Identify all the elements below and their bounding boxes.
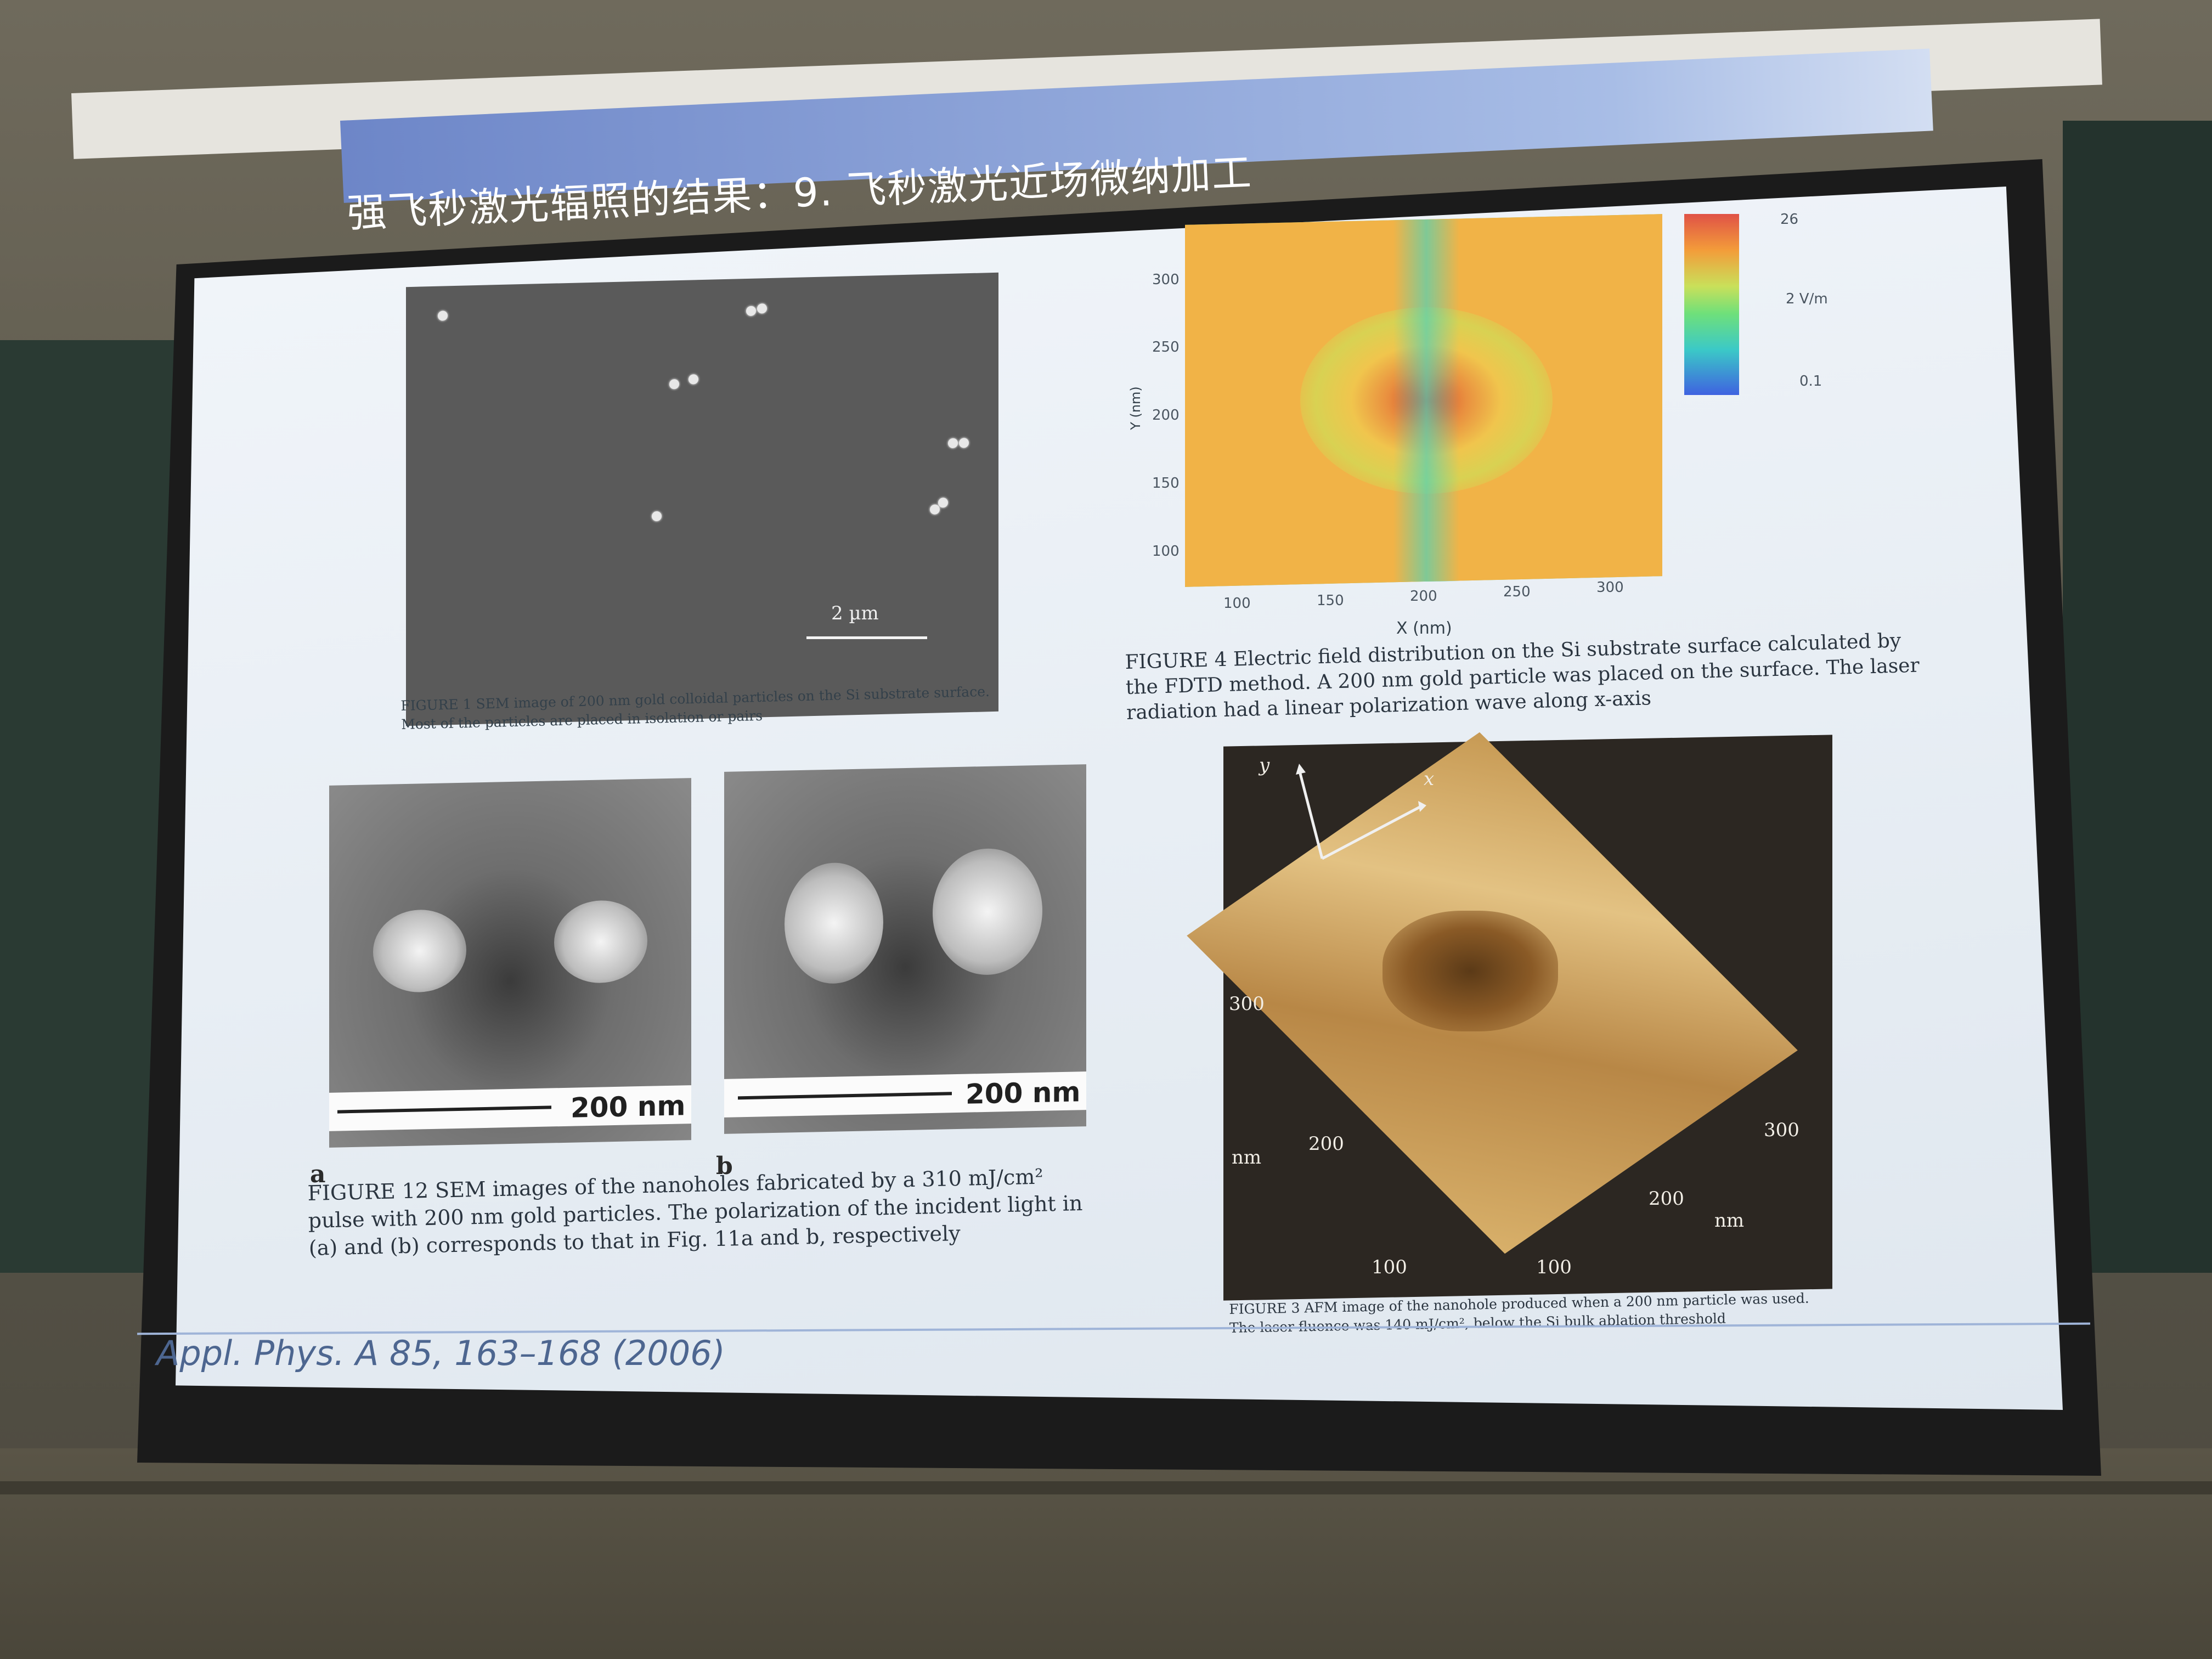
particle xyxy=(438,311,448,321)
board-ledge xyxy=(0,1448,2212,1659)
y-tick: 300 xyxy=(1152,272,1180,288)
figure12b-sem-image: 200 nm xyxy=(724,764,1086,1134)
x-tick: 250 xyxy=(1503,584,1531,600)
bright-lobe xyxy=(373,909,466,994)
colorbar-mid-label: 2 V/m xyxy=(1786,291,1828,307)
y-tick: 100 xyxy=(1152,543,1180,560)
ledge-edge xyxy=(0,1481,2212,1494)
afm-label: 300 xyxy=(1764,1119,1799,1141)
afm-label: 300 xyxy=(1229,993,1265,1015)
figure1-scale-bar xyxy=(806,636,927,639)
particle xyxy=(757,303,767,314)
y-tick: 150 xyxy=(1152,475,1180,492)
afm-nanohole xyxy=(1383,911,1558,1031)
y-tick: 200 xyxy=(1152,407,1180,424)
colorbar-min-label: 0.1 xyxy=(1799,373,1822,390)
particle xyxy=(959,438,969,448)
particle xyxy=(746,306,756,317)
afm-label: 200 xyxy=(1308,1133,1344,1155)
y-tick: 250 xyxy=(1152,339,1180,356)
x-tick: 150 xyxy=(1317,592,1344,609)
x-tick: 200 xyxy=(1410,588,1437,605)
particle xyxy=(652,511,662,522)
afm-label: nm xyxy=(1232,1147,1262,1169)
colorbar xyxy=(1684,214,1739,395)
afm-label: nm xyxy=(1714,1210,1745,1232)
particle xyxy=(669,379,679,390)
x-tick: 300 xyxy=(1596,579,1624,596)
figure1-sem-image xyxy=(406,272,998,726)
figure12-label-a: a xyxy=(310,1160,326,1188)
x-axis-title: X (nm) xyxy=(1396,619,1452,638)
axis-arrows-icon xyxy=(1296,764,1426,860)
particle xyxy=(689,374,698,385)
field-waist xyxy=(1393,219,1459,582)
afm-axis-y: y xyxy=(1259,754,1270,776)
x-tick: 100 xyxy=(1223,595,1251,612)
colorbar-max-label: 26 xyxy=(1780,211,1799,228)
afm-label: 100 xyxy=(1536,1256,1572,1278)
bright-lobe xyxy=(933,847,1042,976)
afm-label: 100 xyxy=(1372,1256,1407,1278)
citation: Appl. Phys. A 85, 163–168 (2006) xyxy=(156,1333,725,1373)
afm-label: 200 xyxy=(1649,1188,1684,1210)
bright-lobe xyxy=(785,861,883,985)
figure12b-scale-label: 200 nm xyxy=(966,1076,1081,1110)
particle xyxy=(930,504,940,515)
figure1-scale-label: 2 µm xyxy=(831,602,879,624)
afm-axis-x: x xyxy=(1424,768,1435,790)
figure12-label-b: b xyxy=(716,1152,733,1180)
y-axis-title: Y (nm) xyxy=(1127,386,1143,430)
particle xyxy=(948,438,958,449)
figure12a-scale-label: 200 nm xyxy=(571,1090,686,1124)
bright-lobe xyxy=(554,899,647,984)
particle xyxy=(938,498,948,508)
figure12a-sem-image: 200 nm xyxy=(329,778,691,1148)
blackboard-right xyxy=(2063,121,2212,1273)
